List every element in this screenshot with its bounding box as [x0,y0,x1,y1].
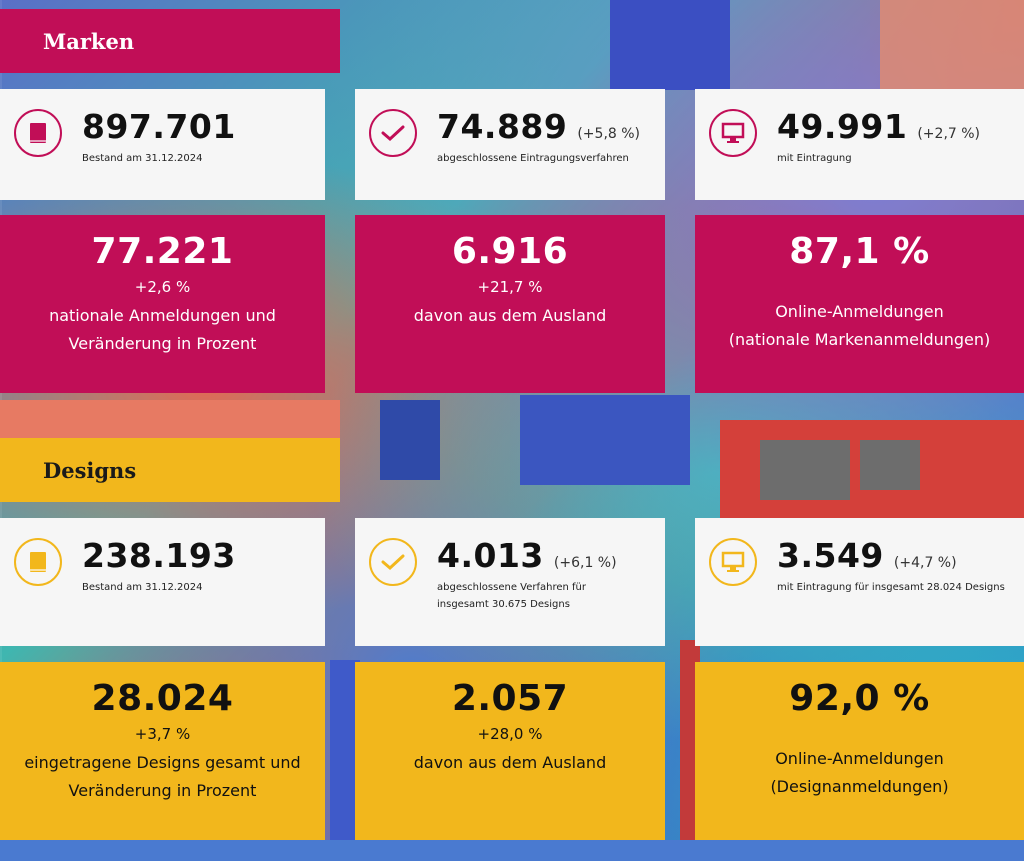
highlight-value: 6.916 [451,231,569,272]
book-icon [14,109,62,157]
stat-value: 74.889 [437,107,568,146]
stat-card-bestand: 897.701 Bestand am 31.12.2024 [0,89,325,200]
stat-label: abgeschlossene Eintragungsverfahren [437,153,629,164]
highlight-delta: +3,7 % [134,725,191,743]
stat-label: Bestand am 31.12.2024 [82,153,203,164]
highlight-delta [695,725,1024,739]
highlight-card-online: 92,0 % Online-Anmeldungen (Designanmeldun… [695,662,1024,840]
checkmark-icon [369,109,417,157]
stat-delta: (+4,7 %) [893,555,957,571]
highlight-desc-line2: (Designanmeldungen) [770,777,949,796]
stat-label: mit Eintragung [777,153,852,164]
highlight-delta: +21,7 % [477,278,543,296]
highlight-delta: +28,0 % [477,725,543,743]
checkmark-icon [369,538,417,586]
stat-value: 3.549 [777,536,884,575]
highlight-card-ausland: 6.916 +21,7 % davon aus dem Ausland [355,215,665,393]
highlight-desc-line1: davon aus dem Ausland [413,306,607,325]
highlight-value: 77.221 [91,231,234,272]
stat-label: abgeschlossene Verfahren für insgesamt 3… [437,582,587,610]
stat-card-eintragung: 3.549 (+4,7 %) mit Eintragung für insgesa… [695,518,1024,646]
highlight-value: 28.024 [91,678,234,719]
highlight-desc-line2: Veränderung in Prozent [68,334,257,353]
monitor-icon [709,538,757,586]
section-heading-marken: Marken [0,9,340,73]
stat-card-abgeschlossen: 74.889 (+5,8 %) abgeschlossene Eintragung… [355,89,665,200]
highlight-delta: +2,6 % [134,278,191,296]
highlight-card-eingetragene-designs: 28.024 +3,7 % eingetragene Designs gesam… [0,662,325,840]
book-icon [14,538,62,586]
stat-value: 897.701 [82,107,236,146]
highlight-desc-line1: eingetragene Designs gesamt und [24,753,301,772]
highlight-card-nationale-anmeldungen: 77.221 +2,6 % nationale Anmeldungen und V… [0,215,325,393]
highlight-value: 92,0 % [789,678,930,719]
highlight-card-ausland: 2.057 +28,0 % davon aus dem Ausland [355,662,665,840]
stat-value: 238.193 [82,536,236,575]
section-heading-designs: Designs [0,438,340,502]
stat-value: 4.013 [437,536,544,575]
stat-label: Bestand am 31.12.2024 [82,582,203,593]
highlight-desc-line1: Online-Anmeldungen [775,749,944,768]
stat-delta: (+6,1 %) [553,555,617,571]
stat-value: 49.991 [777,107,908,146]
highlight-value: 87,1 % [789,231,930,272]
monitor-icon [709,109,757,157]
stat-card-eintragung: 49.991 (+2,7 %) mit Eintragung [695,89,1024,200]
highlight-desc-line1: davon aus dem Ausland [413,753,607,772]
highlight-delta [695,278,1024,292]
highlight-desc-line1: nationale Anmeldungen und [49,306,276,325]
highlight-value: 2.057 [451,678,569,719]
stat-label: mit Eintragung für insgesamt 28.024 Desi… [777,582,1005,593]
stat-card-abgeschlossen: 4.013 (+6,1 %) abgeschlossene Verfahren f… [355,518,665,646]
highlight-desc-line2: (nationale Markenanmeldungen) [728,330,991,349]
stat-delta: (+5,8 %) [577,126,641,142]
stat-card-bestand: 238.193 Bestand am 31.12.2024 [0,518,325,646]
highlight-card-online: 87,1 % Online-Anmeldungen (nationale Mark… [695,215,1024,393]
highlight-desc-line2: Veränderung in Prozent [68,781,257,800]
stat-delta: (+2,7 %) [917,126,981,142]
highlight-desc-line1: Online-Anmeldungen [775,302,944,321]
